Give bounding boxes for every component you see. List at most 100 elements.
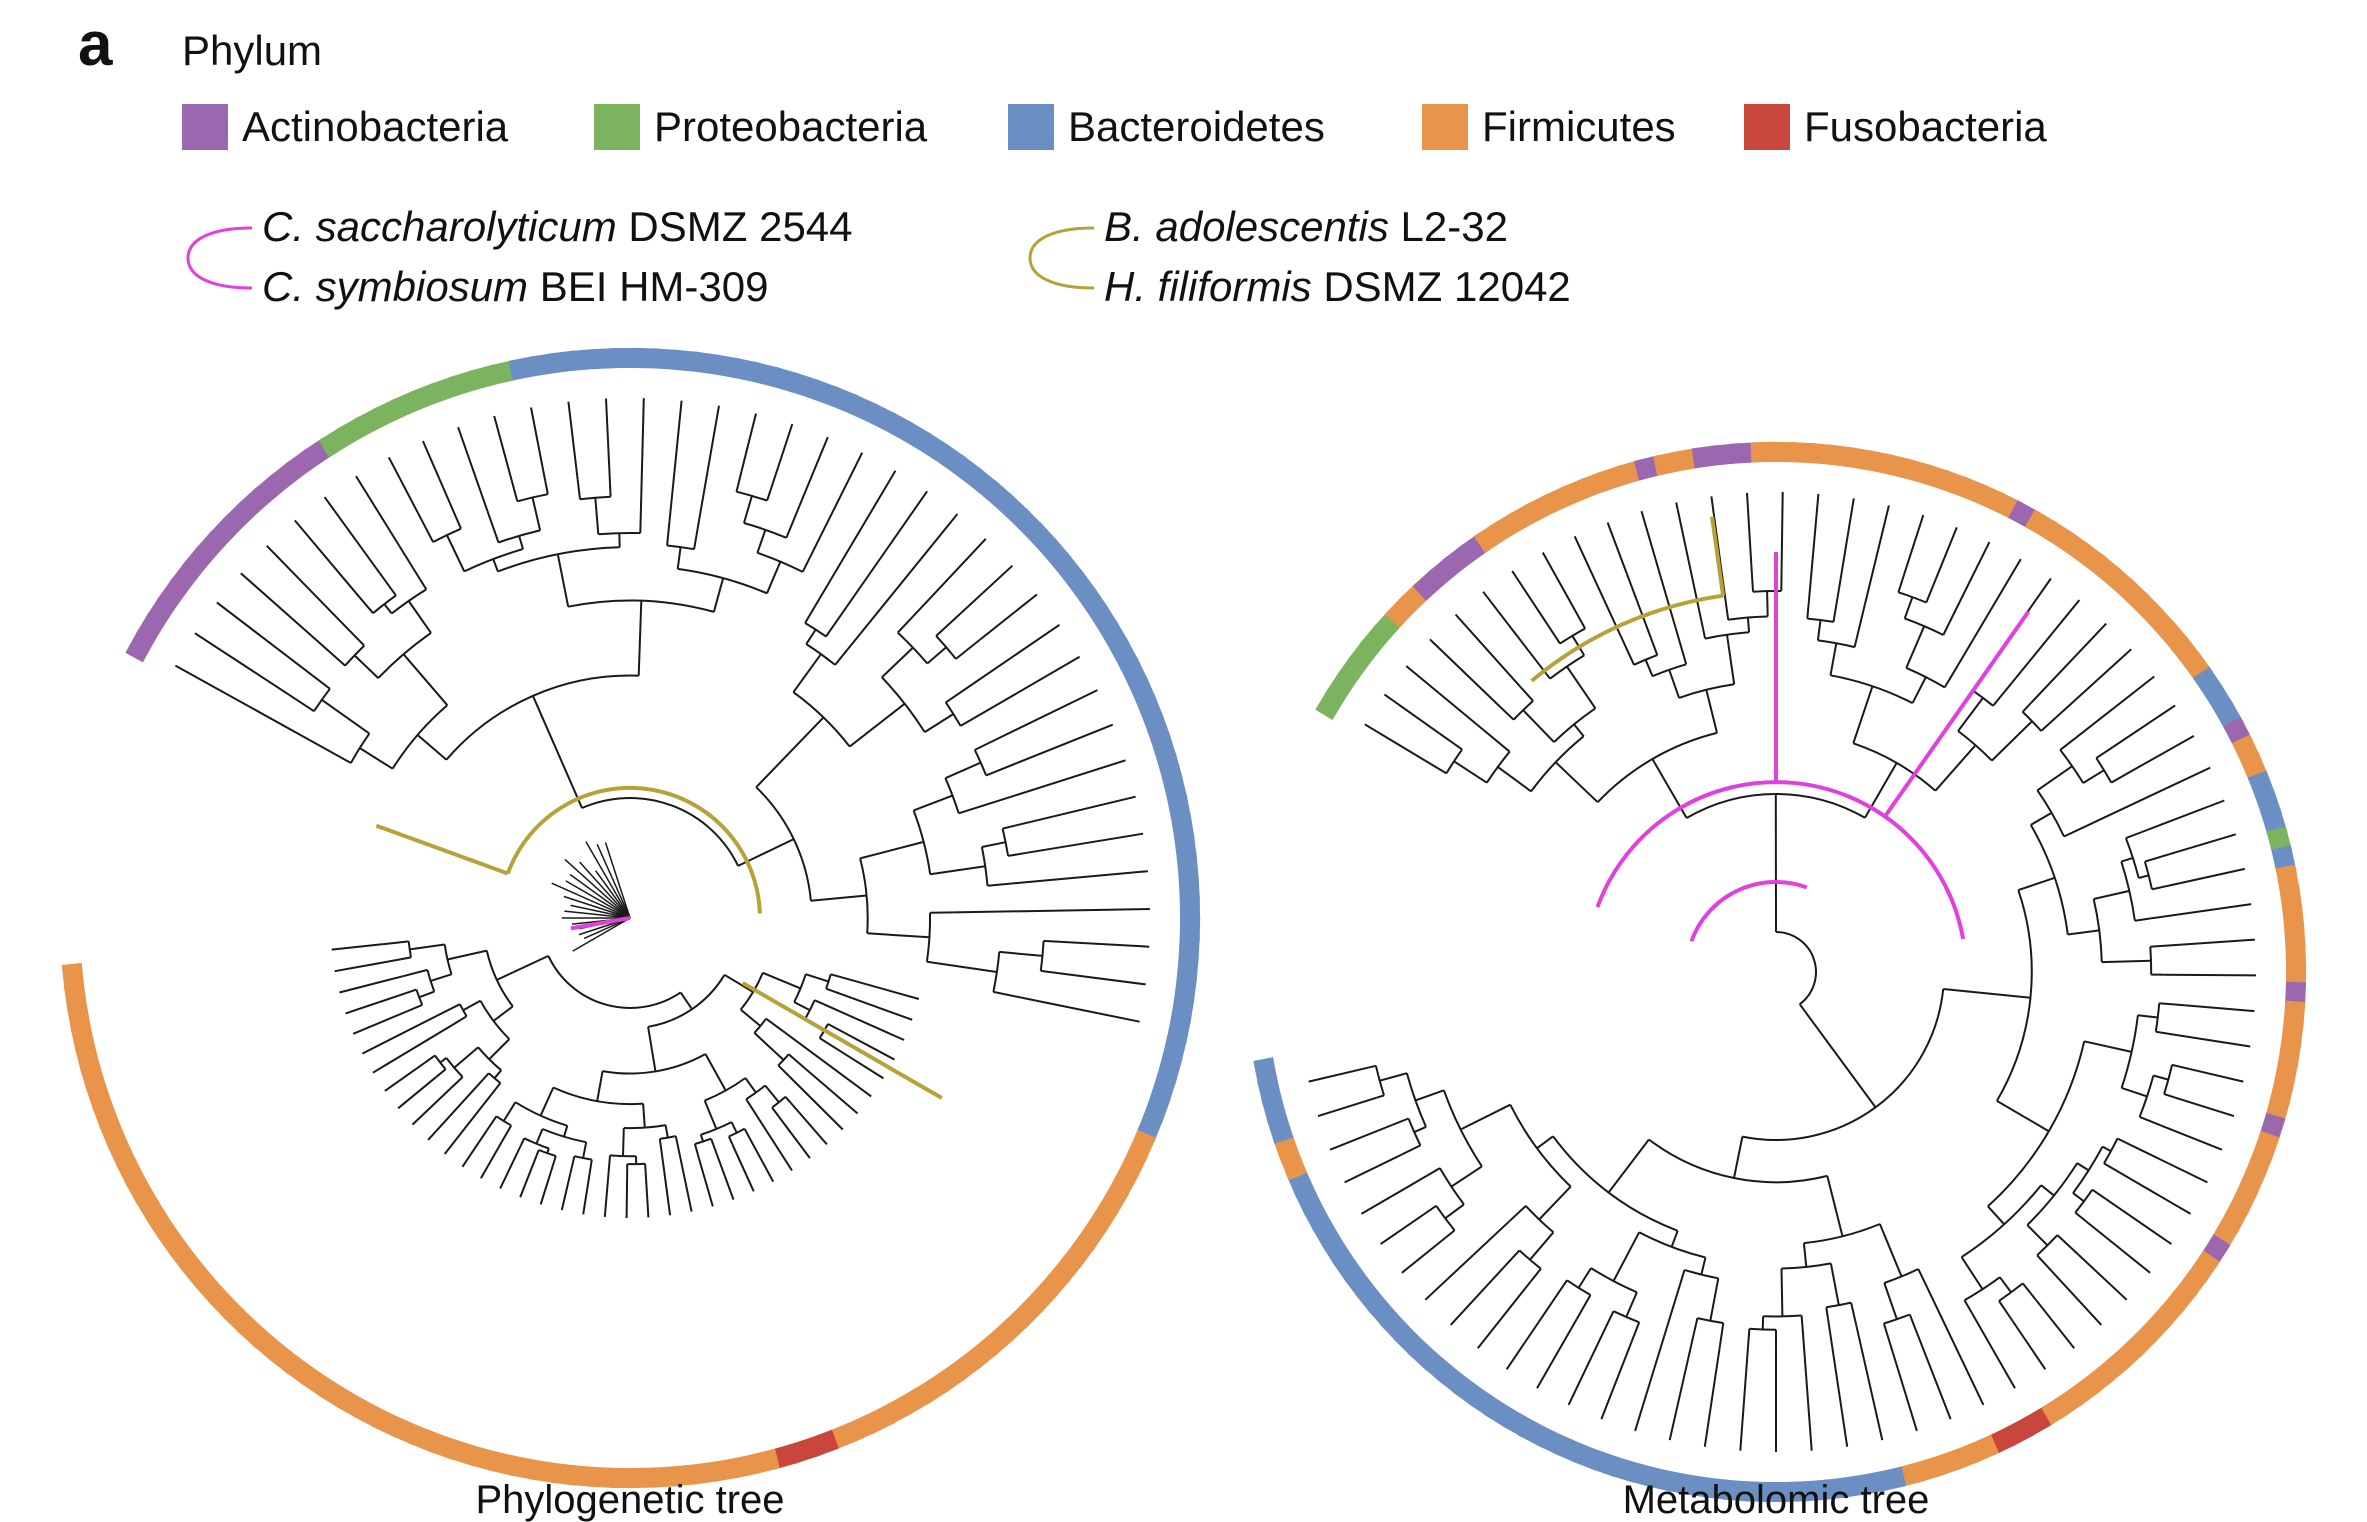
tree-branch xyxy=(510,479,519,502)
tree-branch xyxy=(314,638,346,667)
pair-strain-b-adolescentis: B. adolescentis L2-32 xyxy=(1104,206,1508,248)
tree-branch xyxy=(1675,502,1704,628)
tree-node-arc xyxy=(859,858,869,934)
tree-branch xyxy=(461,1130,488,1168)
tree-branch xyxy=(1908,1314,1918,1333)
root-branch xyxy=(564,858,631,919)
tree-branch xyxy=(443,1093,493,1155)
tree-branch xyxy=(2036,1254,2052,1272)
tree-branch xyxy=(1423,1204,1437,1216)
tree-branch xyxy=(2029,1292,2075,1349)
root-branch xyxy=(572,917,631,952)
strain-id: L2-32 xyxy=(1388,203,1508,250)
tree-branch xyxy=(924,713,954,733)
tree-branch xyxy=(2011,1320,2047,1370)
tree-branch xyxy=(1453,760,1488,784)
tree-branch xyxy=(1401,1236,1447,1274)
tree-branch xyxy=(2093,889,2130,900)
tree-branch xyxy=(2144,853,2170,863)
tree-branch xyxy=(2082,769,2105,784)
tree-branch xyxy=(827,1023,846,1034)
tree-branch xyxy=(981,841,1006,848)
tree-branch xyxy=(1036,795,1136,822)
tree-branch xyxy=(1573,723,1585,737)
tree-branch xyxy=(788,1053,806,1070)
tree-node-arc xyxy=(523,1137,550,1150)
tree-branch xyxy=(1426,1167,1441,1177)
tree-branch xyxy=(1926,1286,1985,1406)
tree-branch xyxy=(1405,665,1485,731)
tree-branch xyxy=(2164,973,2257,977)
tree-branch xyxy=(1383,693,1440,735)
phylum-tile-bacteroidetes xyxy=(570,348,598,371)
tree-branch xyxy=(2160,1124,2223,1151)
tree-node-arc xyxy=(2074,1189,2094,1214)
tree-node-arc xyxy=(1752,589,1782,593)
tree-branch xyxy=(563,1125,569,1137)
tree-node-arc xyxy=(1442,1089,1483,1167)
tree-branch xyxy=(535,1149,540,1157)
tree-branch xyxy=(867,932,930,939)
legend-label-actinobacteria: Actinobacteria xyxy=(242,103,509,150)
tree-branch xyxy=(2171,1063,2191,1071)
tree-branch xyxy=(387,456,424,523)
tree-node-arc xyxy=(2059,749,2085,784)
tree-branch xyxy=(1529,1231,1555,1261)
tree-branch xyxy=(972,655,1081,720)
root-branch xyxy=(583,917,631,940)
tree-branch xyxy=(1555,1279,1568,1297)
tree-branch xyxy=(1863,505,1890,605)
tree-branch xyxy=(1746,492,1753,568)
tree-branch xyxy=(999,950,1043,957)
strain-id: DSMZ 2544 xyxy=(616,203,853,250)
highlight-branch-olive xyxy=(1710,516,1726,596)
tree-node-arc xyxy=(1957,730,1993,762)
tree-node-arc xyxy=(445,1057,464,1078)
tree-branch xyxy=(743,495,753,524)
tree-branch xyxy=(1948,541,1991,624)
phylogenetic-tree-caption: Phylogenetic tree xyxy=(475,1478,785,1522)
tree-branch xyxy=(955,639,981,660)
tree-branch xyxy=(1317,1096,1377,1118)
legend-pair-clostridium: C. saccharolyticum DSMZ 2544 C. symbiosu… xyxy=(182,206,962,316)
phylum-tile-bacteroidetes xyxy=(590,348,618,370)
tree-branch xyxy=(668,400,683,521)
tree-branch xyxy=(490,1082,502,1095)
tree-branch xyxy=(2116,1137,2132,1147)
phylum-tile-bacteroidetes xyxy=(1178,935,1200,963)
tree-branch xyxy=(594,497,600,535)
tree-branch xyxy=(804,573,836,624)
tree-node-arc xyxy=(667,544,695,551)
tree-branch xyxy=(492,558,499,572)
tree-branch xyxy=(1960,1256,1984,1290)
tree-branch xyxy=(539,1087,555,1117)
tree-branch xyxy=(402,653,449,706)
tree-branch xyxy=(749,1138,775,1183)
tree-node-arc xyxy=(2149,946,2153,975)
tree-branch xyxy=(2184,1004,2255,1013)
tree-branch xyxy=(1991,720,2033,762)
tree-branch xyxy=(323,496,381,574)
tree-branch xyxy=(985,762,1018,777)
tree-branch xyxy=(1802,1243,1808,1268)
tree-branch xyxy=(1460,1103,1511,1131)
tree-branch xyxy=(1943,988,2031,999)
tree-branch xyxy=(1043,939,1062,943)
tree-branch xyxy=(2110,767,2137,784)
tree-branch xyxy=(1897,566,1908,593)
tree-branch xyxy=(486,510,500,543)
tree-branch xyxy=(844,1032,895,1061)
tree-branch xyxy=(378,572,397,596)
tree-branch xyxy=(1934,744,1977,792)
tree-branch xyxy=(1719,1322,1725,1345)
tree-branch xyxy=(1477,1280,1532,1349)
tree-branch xyxy=(1575,1294,1592,1320)
tree-branch xyxy=(2030,811,2053,826)
tree-node-arc xyxy=(1549,654,1585,680)
tree-branch xyxy=(1838,498,1855,589)
tree-branch xyxy=(397,1076,437,1110)
strain-species-name: C. symbiosum xyxy=(262,263,529,310)
tree-branch xyxy=(644,1171,650,1218)
tree-branch xyxy=(1668,669,1681,699)
